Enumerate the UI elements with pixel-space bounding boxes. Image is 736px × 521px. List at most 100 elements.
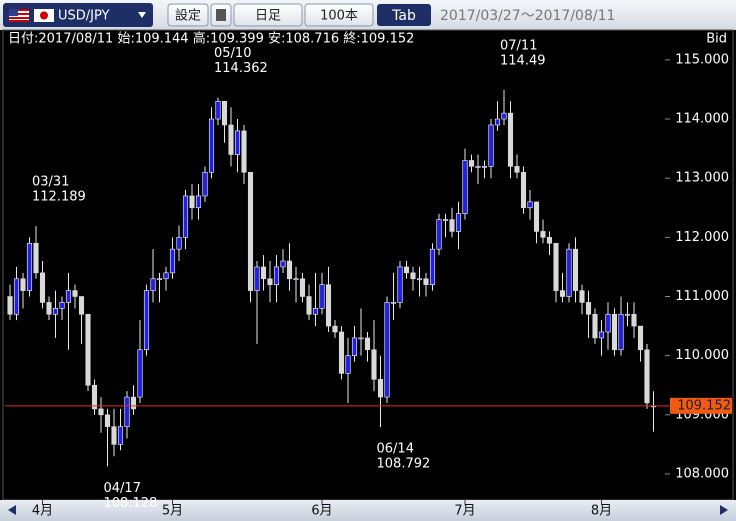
candle-body — [59, 302, 65, 309]
scroll-left[interactable] — [8, 505, 16, 515]
x-tick-label: 7月 — [454, 504, 475, 519]
candle-body — [325, 284, 332, 327]
candle-body — [150, 278, 156, 291]
candle-body — [403, 266, 410, 274]
candle-body — [319, 284, 325, 309]
candle-body — [39, 272, 46, 303]
candle-body — [280, 260, 286, 268]
candle-body — [72, 290, 78, 297]
tab-button[interactable] — [377, 4, 431, 26]
period-button[interactable] — [233, 3, 303, 27]
icon — [216, 9, 226, 21]
count-button[interactable] — [304, 3, 374, 27]
candle-body — [546, 237, 553, 244]
candle-body — [572, 248, 579, 291]
candle-body — [234, 130, 241, 155]
annotation-date: 07/11 — [500, 39, 537, 54]
button-label: Tab — [391, 8, 416, 24]
last-price-tag — [670, 397, 732, 414]
dropdown-arrow — [138, 12, 146, 18]
candle-body — [514, 166, 520, 173]
last-price-label: 109.152 — [677, 398, 731, 413]
candle-body — [143, 290, 150, 351]
candle-body — [462, 160, 468, 214]
candle-body — [228, 124, 234, 155]
candle-body — [442, 219, 449, 221]
candle-body — [338, 331, 345, 374]
annotation-date: 04/17 — [104, 481, 141, 496]
candle-body — [371, 349, 377, 380]
candle-body — [637, 325, 644, 351]
candle-body — [52, 308, 59, 315]
candle-body — [605, 313, 611, 333]
candle-body — [20, 278, 26, 291]
time-axis-bar — [0, 500, 736, 521]
candle-body — [559, 290, 566, 297]
candle-body — [260, 266, 267, 280]
candle-body — [390, 302, 397, 304]
candle-body — [618, 313, 624, 351]
candle-body — [33, 242, 39, 274]
candle-body — [267, 278, 273, 285]
candle-body — [423, 278, 429, 285]
button-label: 100本 — [320, 9, 358, 24]
candle-body — [566, 248, 572, 297]
candle-body — [384, 302, 390, 398]
candle-body — [130, 396, 137, 410]
button-label: 日足 — [255, 9, 281, 24]
candle-body — [189, 195, 195, 209]
header: USD/JPY 設定 日足 100本 Tab 2017/03/27～2017/0… — [0, 0, 736, 30]
candle-body — [273, 266, 280, 285]
x-tick-label: 4月 — [32, 504, 53, 519]
candle-body — [494, 118, 501, 126]
candle-body — [13, 278, 20, 315]
candle-body — [377, 379, 384, 398]
candle-body — [520, 171, 527, 209]
candle-body — [475, 166, 481, 168]
x-tick-label: 8月 — [591, 504, 612, 519]
candle-body — [137, 349, 143, 398]
candle-body — [332, 325, 338, 333]
annotation-value: 108.792 — [377, 457, 431, 472]
scroll-right[interactable] — [720, 505, 728, 515]
annotation-value: 108.128 — [104, 496, 158, 511]
candle-body — [124, 396, 130, 427]
info-line: 日付:2017/08/11 始:109.144 高:109.399 安:108.… — [8, 31, 414, 47]
annotation-date: 06/14 — [377, 442, 414, 457]
y-tick-label: 115.000 — [675, 52, 729, 67]
candle-body — [345, 355, 351, 374]
button-label: 設定 — [175, 8, 201, 24]
candle-body — [527, 201, 533, 209]
date-range: 2017/03/27～2017/08/11 — [440, 8, 615, 24]
candle-body — [221, 100, 228, 126]
annotation-value: 112.189 — [32, 190, 86, 205]
y-axis-label: Bid — [706, 32, 727, 47]
candle-body — [111, 426, 117, 445]
settings-button[interactable] — [167, 3, 209, 27]
candle-body — [91, 384, 98, 410]
candle-body — [176, 237, 182, 250]
candle-body — [585, 302, 592, 315]
candle-body — [449, 219, 455, 232]
candle-body — [540, 231, 546, 238]
us-flag — [9, 9, 29, 22]
annotation-value: 114.362 — [214, 61, 268, 76]
candle-body — [169, 248, 176, 274]
candle-body — [85, 313, 91, 386]
jp-flag — [34, 9, 54, 22]
candle-body — [416, 278, 423, 281]
candle-body — [501, 112, 507, 120]
candle-body — [358, 337, 364, 340]
candle-body — [26, 242, 33, 291]
candle-body — [247, 171, 254, 291]
candle-body — [299, 278, 306, 297]
y-tick-label: 110.000 — [675, 348, 729, 363]
candle-body — [241, 130, 247, 173]
candle-body — [481, 166, 488, 168]
candle-body — [98, 408, 104, 416]
y-tick-label: 114.000 — [675, 112, 729, 127]
candle-body — [592, 313, 598, 339]
candle-body — [455, 213, 462, 232]
